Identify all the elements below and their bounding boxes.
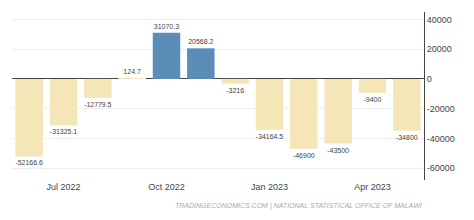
svg-text:-40000: -40000 (427, 134, 455, 144)
svg-text:-34164.5: -34164.5 (256, 133, 283, 140)
svg-text:-12779.5: -12779.5 (84, 101, 111, 108)
svg-text:TRADINGECONOMICS.COM | NATIONA: TRADINGECONOMICS.COM | NATIONAL STATISTI… (175, 202, 422, 210)
svg-text:20568.2: 20568.2 (188, 38, 213, 45)
svg-text:Jan 2023: Jan 2023 (251, 182, 288, 192)
svg-text:-31325.1: -31325.1 (50, 128, 77, 135)
svg-text:Oct 2022: Oct 2022 (148, 182, 185, 192)
svg-text:Jul 2022: Jul 2022 (46, 182, 80, 192)
svg-text:124.7: 124.7 (123, 68, 141, 75)
svg-text:-52166.6: -52166.6 (15, 159, 42, 166)
svg-text:-3216: -3216 (226, 87, 244, 94)
svg-text:-43500: -43500 (327, 147, 349, 154)
svg-text:-9400: -9400 (363, 96, 381, 103)
svg-text:-46900: -46900 (293, 152, 315, 159)
svg-text:-34800: -34800 (396, 134, 418, 141)
svg-text:Apr 2023: Apr 2023 (354, 182, 391, 192)
svg-text:40000: 40000 (427, 15, 452, 25)
svg-text:20000: 20000 (427, 44, 452, 54)
svg-text:0: 0 (427, 74, 432, 84)
svg-text:-60000: -60000 (427, 163, 455, 173)
svg-text:-20000: -20000 (427, 104, 455, 114)
svg-text:31070.3: 31070.3 (154, 23, 179, 30)
